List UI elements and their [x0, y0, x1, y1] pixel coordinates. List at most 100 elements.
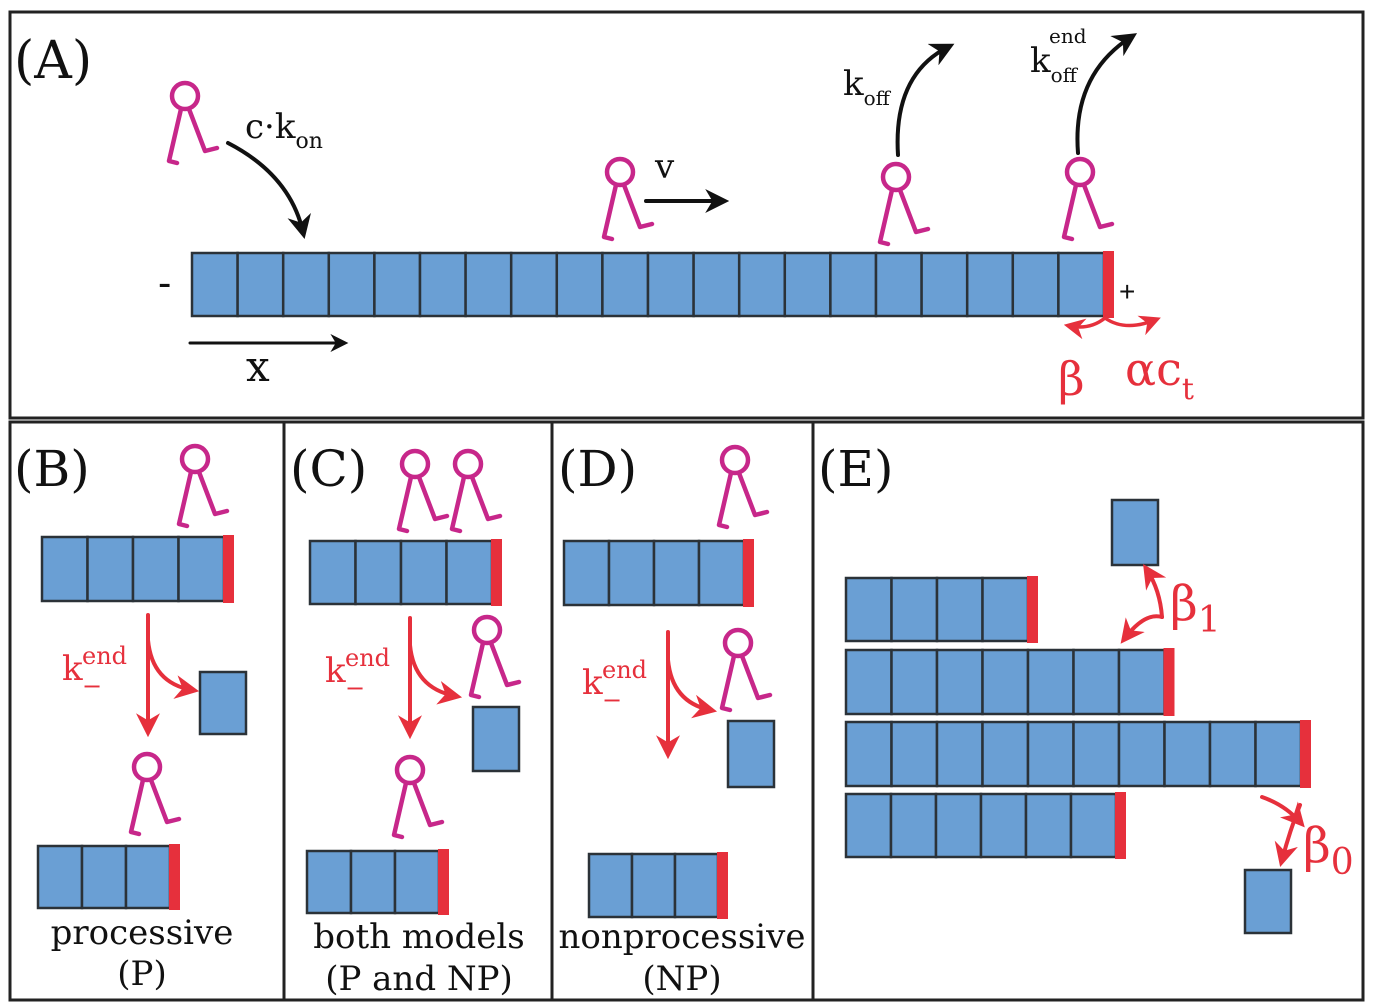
panel-e-microtubule-1 — [844, 576, 1038, 643]
motor-head — [169, 80, 201, 112]
tubulin-segment — [981, 576, 1030, 643]
tubulin-segment — [124, 844, 172, 910]
panel-c-motor-2 — [449, 448, 503, 534]
motor-head — [719, 444, 751, 476]
panel-e-frame — [811, 420, 1365, 1002]
panel-c-rate-sub: − — [345, 674, 365, 702]
panel-a-motor-end — [1061, 156, 1115, 242]
arrows — [136, 33, 1305, 867]
koff-end-label: koff — [1030, 41, 1079, 87]
tubulin-segment — [697, 539, 746, 607]
panel-b-caption-line2: (P) — [117, 954, 166, 994]
binding-arrow — [226, 141, 311, 240]
tubulin-segment — [1026, 720, 1075, 788]
panel-e-released-tubulin-bottom — [1243, 868, 1293, 935]
panel-b-release-arrow — [146, 638, 200, 699]
motor-head — [1064, 156, 1096, 188]
panel-b-microtubule-after — [36, 844, 180, 910]
tubulin-segment — [281, 251, 331, 318]
motor-leg-right — [411, 780, 445, 828]
motor-head — [604, 156, 636, 188]
panel-c-caption-line1: both models — [313, 917, 525, 957]
tubulin-segment — [1069, 792, 1118, 859]
tubulin-segment — [1026, 648, 1075, 716]
tubulin-segment — [601, 251, 650, 318]
tubulin-segment — [1254, 720, 1303, 788]
motor-head — [131, 751, 163, 783]
tubulin-segment — [981, 720, 1030, 788]
motor-leg-left — [1061, 182, 1079, 242]
panel-d-microtubule-after — [587, 852, 728, 919]
panel-b-rate-sup: end — [82, 642, 127, 670]
panel-c-rate-label: k — [325, 651, 346, 691]
motor-head — [722, 627, 754, 659]
tubulin-segment — [981, 648, 1030, 716]
alpha-c-arrow — [1103, 315, 1161, 336]
plus-end-cap — [743, 539, 754, 607]
tubulin-segment — [509, 251, 559, 318]
panel-b-microtubule-before — [40, 535, 234, 603]
tubulin-segment — [86, 535, 135, 603]
tubulin-segment — [445, 539, 494, 606]
motor-leg-right — [196, 469, 230, 517]
tubulin-segment — [1117, 648, 1166, 716]
beta1-label: β1 — [1170, 576, 1221, 641]
velocity-label: v — [654, 147, 675, 187]
tubulin-segment — [1208, 720, 1257, 788]
panel-d-motor-released — [719, 627, 773, 713]
motor-head — [452, 448, 484, 480]
tubulin-segment — [373, 251, 422, 318]
minus-end-label: - — [158, 261, 171, 305]
motor-leg-left — [601, 182, 619, 242]
panel-a-motor-koff — [877, 161, 931, 247]
panel-b-label: (B) — [14, 440, 90, 498]
tubulin-segment — [692, 251, 741, 318]
panel-b-motor-top — [176, 443, 230, 529]
motor-leg-right — [469, 474, 503, 522]
plus-end-cap — [438, 849, 449, 915]
tubulin-segment — [354, 539, 403, 606]
panel-c-rate-sup: end — [345, 644, 390, 672]
tubulin-segment — [1117, 720, 1166, 788]
beta-arrow — [1063, 316, 1107, 340]
tubulin-segment — [349, 849, 397, 915]
tubulin-segment — [236, 251, 285, 318]
panel-c-caption-line2: (P and NP) — [325, 959, 513, 999]
panel-c-motor-bottom — [391, 754, 445, 840]
tubulin-segment — [1024, 792, 1073, 859]
tubulin-segment — [393, 849, 441, 915]
tubulin-segment — [80, 844, 128, 910]
motor-leg-left — [716, 470, 734, 530]
tubulin-segment — [305, 849, 353, 915]
tubulin-segment — [1011, 251, 1060, 318]
tubulin-segment — [935, 576, 984, 643]
tubulin-segment — [844, 576, 893, 643]
tubulin-segment — [1163, 720, 1212, 788]
koff-arrow — [895, 43, 955, 157]
koff-end-arrow — [1075, 33, 1138, 155]
tubulin-segment — [890, 720, 939, 788]
motor-leg-left — [449, 474, 467, 534]
tubulin-segment — [36, 844, 84, 910]
koff-end-superscript: end — [1049, 24, 1087, 48]
tubulin-segment — [562, 539, 611, 607]
tubulin-segment — [399, 539, 448, 606]
tubulin-segment — [890, 576, 939, 643]
motor-leg-right — [1081, 182, 1115, 230]
tubulin-segment — [920, 251, 969, 318]
labels: (A) c·kon v koff koff end - + x β αct (B… — [14, 24, 1354, 999]
tubulin-segment — [177, 535, 226, 603]
plus-end-cap — [717, 852, 728, 919]
panel-b-caption-line1: processive — [51, 913, 234, 953]
plus-end-cap — [1027, 576, 1038, 643]
panel-e-microtubule-4 — [844, 792, 1126, 859]
tubulin-segment — [652, 539, 701, 607]
panel-d-motor-top — [716, 444, 770, 530]
motor-leg-left — [128, 777, 146, 837]
motor-leg-right — [736, 470, 770, 518]
beta0-label: β0 — [1303, 818, 1354, 883]
panel-d-label: (D) — [558, 440, 637, 498]
beta0-arrow — [1260, 795, 1305, 828]
beta0-arrow-down — [1274, 803, 1302, 867]
tubulin-segment — [131, 535, 180, 603]
